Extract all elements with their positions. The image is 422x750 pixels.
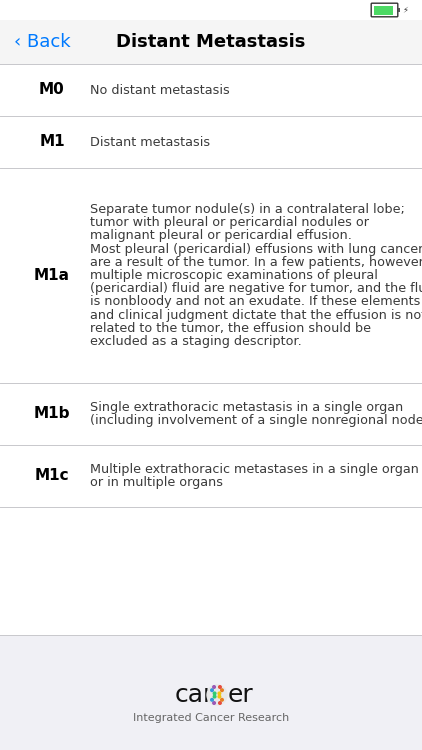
Text: or in multiple organs: or in multiple organs: [90, 476, 223, 489]
Text: Single extrathoracic metastasis in a single organ: Single extrathoracic metastasis in a sin…: [90, 401, 403, 414]
Text: Multiple extrathoracic metastases in a single organ: Multiple extrathoracic metastases in a s…: [90, 463, 419, 476]
Circle shape: [213, 692, 216, 694]
Text: M1: M1: [39, 134, 65, 149]
Text: malignant pleural or pericardial effusion.: malignant pleural or pericardial effusio…: [90, 230, 352, 242]
Text: and clinical judgment dictate that the effusion is not: and clinical judgment dictate that the e…: [90, 308, 422, 322]
Text: M1b: M1b: [34, 406, 70, 422]
Circle shape: [211, 689, 213, 692]
Circle shape: [219, 702, 221, 704]
Bar: [373, 5, 392, 14]
Text: Integrated Cancer Research: Integrated Cancer Research: [133, 713, 289, 723]
Circle shape: [221, 698, 223, 701]
Text: (including involvement of a single nonregional node): (including involvement of a single nonre…: [90, 414, 422, 427]
Bar: [0, 20, 422, 64]
Text: M0: M0: [39, 82, 65, 98]
Text: ‹ Back: ‹ Back: [14, 33, 70, 51]
Text: Separate tumor nodule(s) in a contralateral lobe;: Separate tumor nodule(s) in a contralate…: [90, 203, 405, 216]
Circle shape: [213, 695, 216, 698]
Circle shape: [221, 689, 223, 692]
Text: multiple microscopic examinations of pleural: multiple microscopic examinations of ple…: [90, 269, 378, 282]
Text: can: can: [175, 683, 220, 707]
Circle shape: [218, 695, 221, 698]
Text: er: er: [228, 683, 254, 707]
Text: Distant metastasis: Distant metastasis: [90, 136, 210, 148]
Text: (pericardial) fluid are negative for tumor, and the fluid: (pericardial) fluid are negative for tum…: [90, 282, 422, 296]
FancyBboxPatch shape: [371, 3, 398, 16]
Text: No distant metastasis: No distant metastasis: [90, 83, 230, 97]
Circle shape: [207, 685, 227, 705]
Circle shape: [213, 686, 215, 688]
Circle shape: [211, 698, 213, 701]
Text: excluded as a staging descriptor.: excluded as a staging descriptor.: [90, 335, 302, 348]
Text: related to the tumor, the effusion should be: related to the tumor, the effusion shoul…: [90, 322, 371, 334]
Text: is nonbloody and not an exudate. If these elements: is nonbloody and not an exudate. If thes…: [90, 296, 420, 308]
Circle shape: [213, 702, 215, 704]
Text: M1a: M1a: [34, 268, 70, 283]
Text: Distant Metastasis: Distant Metastasis: [116, 33, 306, 51]
Circle shape: [219, 686, 221, 688]
Bar: [398, 8, 400, 13]
Text: ⚡: ⚡: [402, 5, 408, 14]
Circle shape: [218, 692, 221, 694]
Text: tumor with pleural or pericardial nodules or: tumor with pleural or pericardial nodule…: [90, 216, 369, 229]
Bar: [0, 635, 422, 750]
Text: Most pleural (pericardial) effusions with lung cancer: Most pleural (pericardial) effusions wit…: [90, 242, 422, 256]
Text: are a result of the tumor. In a few patients, however,: are a result of the tumor. In a few pati…: [90, 256, 422, 268]
Text: M1c: M1c: [35, 469, 69, 484]
